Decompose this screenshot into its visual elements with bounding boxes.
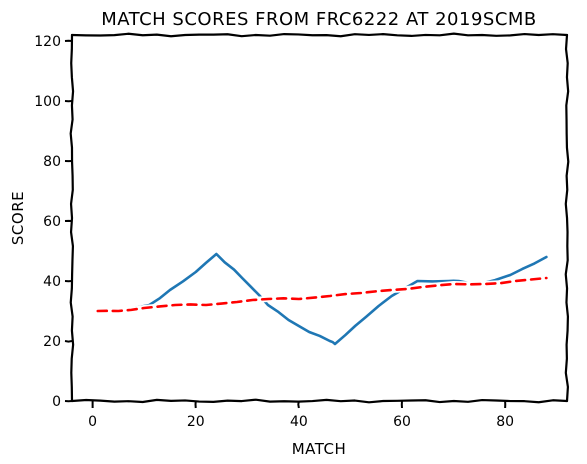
frame-left <box>69 33 75 403</box>
y-tick-mark <box>64 340 73 343</box>
frame-top <box>70 32 569 38</box>
frame-bottom <box>70 398 569 404</box>
y-tick-label: 40 <box>43 274 61 290</box>
frame-right <box>564 33 570 403</box>
x-tick-mark <box>297 400 300 409</box>
plot-area: 0 20 40 60 80 0 20 40 60 80 100 120 <box>34 32 570 430</box>
x-axis-label: MATCH <box>292 440 347 458</box>
x-tick-label: 80 <box>496 414 514 430</box>
trend-series-line <box>96 276 548 313</box>
x-tick-label: 40 <box>290 414 308 430</box>
y-tick-label: 60 <box>43 214 61 230</box>
y-axis-label: SCORE <box>9 191 27 245</box>
x-tick-label: 20 <box>187 414 205 430</box>
chart-title: MATCH SCORES FROM FRC6222 AT 2019SCMB <box>101 9 537 30</box>
y-tick-label: 100 <box>34 94 61 110</box>
y-tick-label: 0 <box>52 394 61 410</box>
x-tick-label: 60 <box>393 414 411 430</box>
y-tick-label: 80 <box>43 154 61 170</box>
x-tick-label: 0 <box>88 414 97 430</box>
y-tick-label: 120 <box>34 34 61 50</box>
y-tick-label: 20 <box>43 334 61 350</box>
score-series-line <box>96 252 548 346</box>
